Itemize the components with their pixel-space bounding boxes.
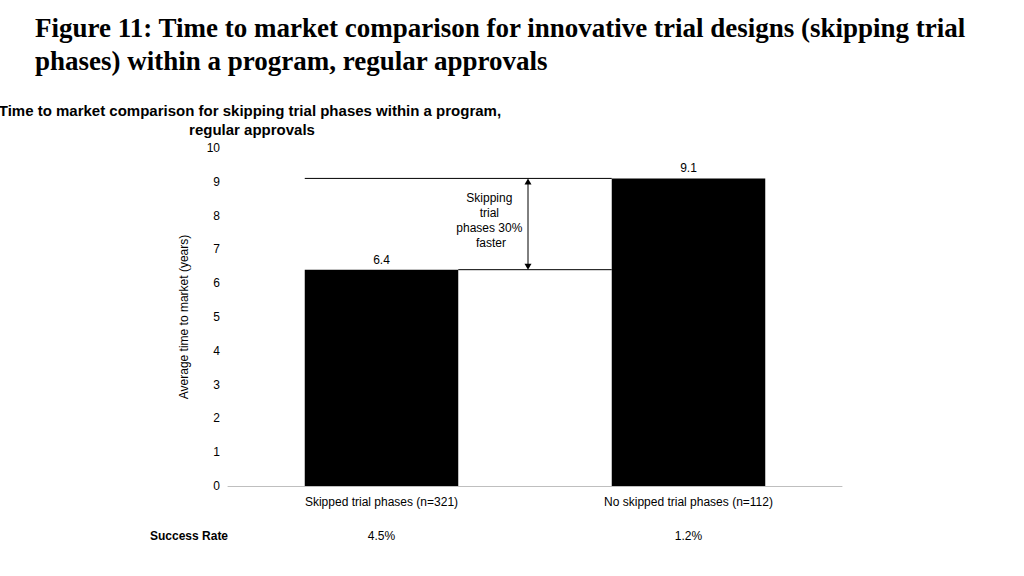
svg-text:9: 9 (213, 175, 220, 189)
svg-text:9.1: 9.1 (680, 161, 697, 175)
svg-text:1: 1 (213, 445, 220, 459)
svg-text:0: 0 (213, 479, 220, 493)
svg-text:Time to market comparison for: Time to market comparison for skipping t… (0, 102, 505, 119)
svg-text:4.5%: 4.5% (368, 529, 396, 543)
svg-text:7: 7 (213, 242, 220, 256)
svg-text:phases 30%: phases 30% (456, 221, 525, 235)
svg-text:No skipped trial phases (n=112: No skipped trial phases (n=112) (604, 495, 773, 509)
svg-text:Skipping: Skipping (466, 191, 515, 205)
svg-text:1.2%: 1.2% (675, 529, 703, 543)
svg-text:8: 8 (213, 209, 220, 223)
svg-text:Average time to market (years): Average time to market (years) (177, 235, 191, 400)
svg-text:regular approvals: regular approvals (189, 121, 315, 138)
svg-text:5: 5 (213, 310, 220, 324)
svg-text:trial: trial (480, 206, 503, 220)
svg-text:6: 6 (213, 276, 220, 290)
svg-text:Skipped trial phases (n=321): Skipped trial phases (n=321) (305, 495, 458, 509)
svg-text:3: 3 (213, 378, 220, 392)
svg-text:10: 10 (207, 141, 221, 155)
svg-text:faster: faster (476, 236, 506, 250)
svg-text:Success Rate: Success Rate (150, 529, 228, 543)
html-text:Figure 11: Time to market comp: Figure 11: Time to market comparison for… (35, 13, 966, 76)
svg-text:6.4: 6.4 (373, 253, 390, 267)
svg-text:4: 4 (213, 344, 220, 358)
svg-text:2: 2 (213, 411, 220, 425)
